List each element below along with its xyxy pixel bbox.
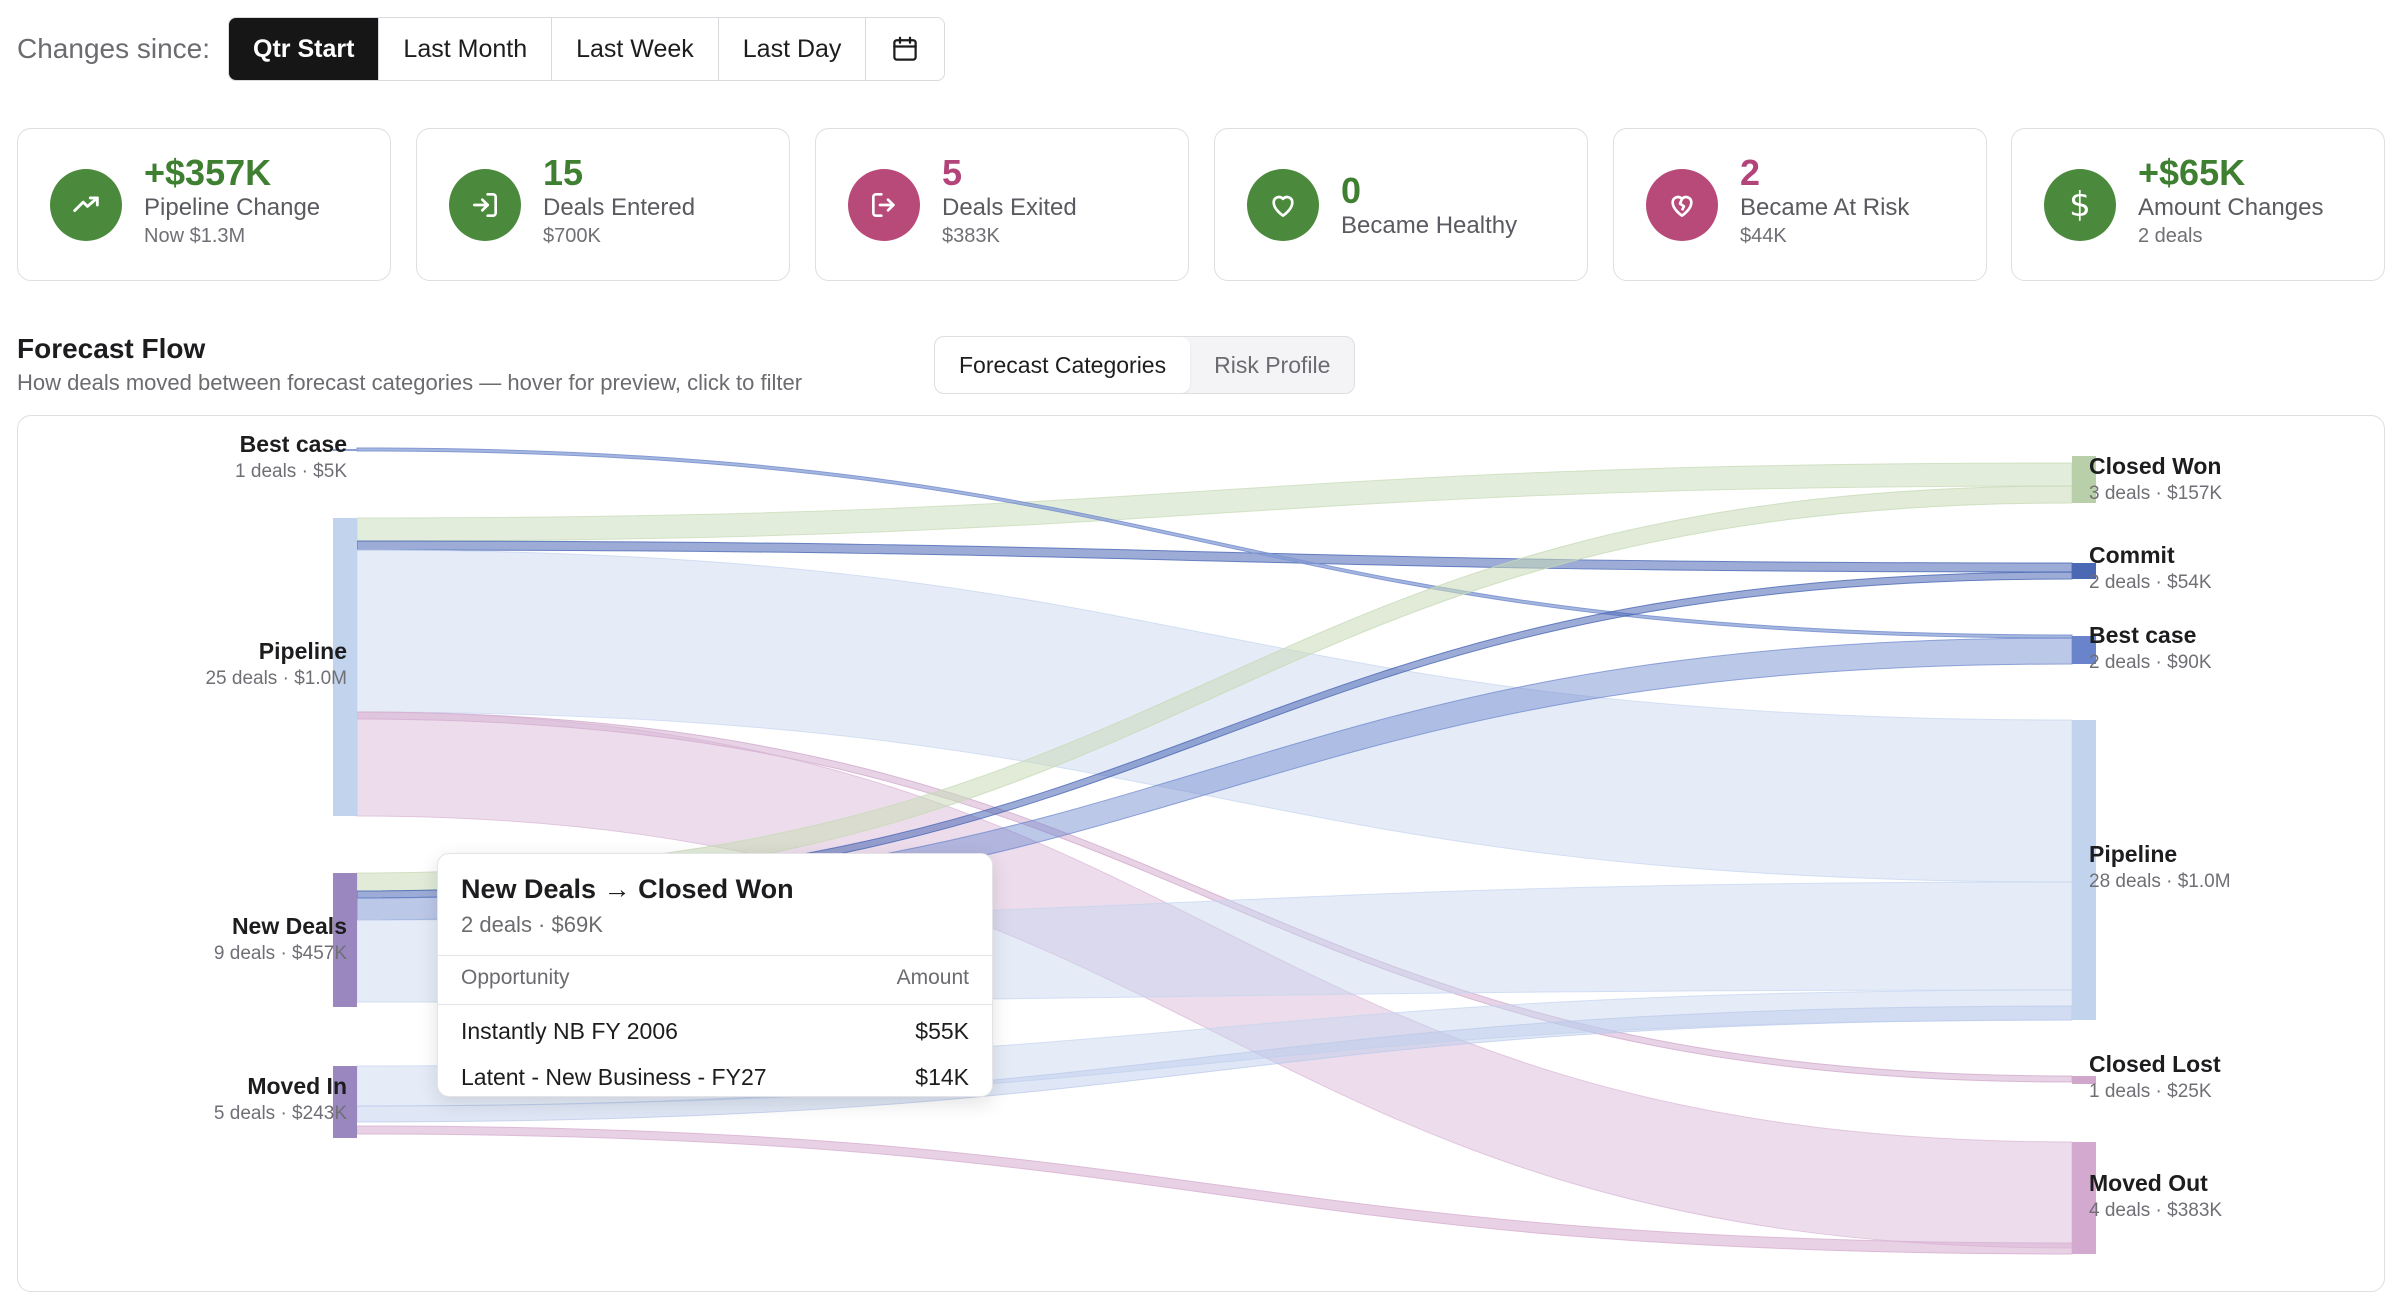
range-selector: Changes since: Qtr Start Last Month Last… (17, 17, 946, 81)
source-label-pipeline: Pipeline 25 deals · $1.0M (205, 638, 347, 689)
source-node-pipeline[interactable] (333, 518, 357, 816)
tooltip-row[interactable]: Latent - New Business - FY27 $14K (461, 1064, 969, 1098)
card-label: Became At Risk (1740, 194, 1910, 221)
target-node-commit[interactable] (2072, 563, 2096, 579)
dollar-icon: $ (2044, 169, 2116, 241)
forecast-flow-title: Forecast Flow (17, 333, 206, 364)
card-sub: $383K (942, 225, 1000, 247)
target-node-closed-won[interactable] (2072, 456, 2096, 503)
card-sub: 2 deals (2138, 225, 2203, 247)
sankey-chart (333, 447, 2096, 1255)
range-label: Changes since: (17, 33, 211, 64)
card-label: Deals Entered (543, 194, 696, 221)
target-node-pipeline[interactable] (2072, 720, 2096, 1020)
range-option-last-week[interactable]: Last Week (552, 18, 719, 80)
flow-tooltip: New Deals → Closed Won 2 deals · $69K Op… (437, 853, 993, 1097)
card-became-at-risk[interactable]: 2 Became At Risk $44K (1613, 128, 1987, 281)
heart-icon (1247, 169, 1319, 241)
tooltip-title: New Deals → Closed Won (461, 874, 794, 904)
sankey-panel: Best case 1 deals · $5K Pipeline 25 deal… (17, 415, 2385, 1292)
target-label-best-case: Best case 2 deals · $90K (2089, 622, 2212, 673)
target-node-best-case[interactable] (2072, 636, 2096, 664)
source-node-new-deals[interactable] (333, 873, 357, 1007)
source-label-best-case: Best case 1 deals · $5K (235, 431, 347, 482)
target-label-commit: Commit 2 deals · $54K (2089, 542, 2212, 593)
range-option-last-day[interactable]: Last Day (718, 18, 867, 80)
calendar-icon (893, 36, 918, 61)
target-label-closed-won: Closed Won 3 deals · $157K (2089, 453, 2223, 504)
card-value: +$357K (144, 152, 272, 193)
range-segmented-control: Qtr Start Last Month Last Week Last Day (228, 17, 946, 81)
range-option-qtr-start[interactable]: Qtr Start (229, 18, 380, 80)
tooltip-row-name: Latent - New Business - FY27 (461, 1064, 767, 1090)
source-node-moved-in[interactable] (333, 1066, 357, 1138)
flow-pipeline-pipeline[interactable] (356, 549, 2073, 883)
tooltip-col-amount: Amount (896, 966, 969, 989)
card-label: Pipeline Change (144, 194, 321, 221)
source-label-new-deals: New Deals 9 deals · $457K (213, 913, 347, 964)
card-pipeline-change[interactable]: +$357K Pipeline Change Now $1.3M (17, 128, 391, 281)
tooltip-subtitle: 2 deals · $69K (461, 912, 603, 937)
enter-icon (449, 169, 521, 241)
heart-broken-icon (1646, 169, 1718, 241)
tab-risk-profile[interactable]: Risk Profile (1214, 351, 1331, 378)
tooltip-row-amount: $14K (915, 1064, 969, 1090)
range-option-last-month[interactable]: Last Month (379, 18, 553, 80)
card-sub: $44K (1740, 225, 1787, 247)
card-deals-entered[interactable]: 15 Deals Entered $700K (416, 128, 790, 281)
trending-up-icon (50, 169, 122, 241)
tab-forecast-categories[interactable]: Forecast Categories (935, 337, 1191, 393)
card-sub: $700K (543, 225, 601, 247)
forecast-flow-description: How deals moved between forecast categor… (17, 370, 803, 395)
card-value: 5 (942, 152, 963, 193)
target-node-closed-lost[interactable] (2072, 1076, 2096, 1084)
card-label: Deals Exited (942, 194, 1077, 221)
card-value: 2 (1740, 152, 1761, 193)
target-node-moved-out[interactable] (2072, 1142, 2096, 1254)
target-label-closed-lost: Closed Lost 1 deals · $25K (2089, 1051, 2221, 1102)
card-sub: Now $1.3M (144, 225, 246, 247)
card-became-healthy[interactable]: 0 Became Healthy (1214, 128, 1588, 281)
summary-cards: +$357K Pipeline Change Now $1.3M 15 Deal… (17, 128, 2385, 283)
card-value: 15 (543, 152, 584, 193)
card-deals-exited[interactable]: 5 Deals Exited $383K (815, 128, 1189, 281)
source-label-moved-in: Moved In 5 deals · $243K (213, 1073, 347, 1124)
card-label: Became Healthy (1341, 212, 1518, 239)
card-value: +$65K (2138, 152, 2246, 193)
calendar-button[interactable] (866, 18, 945, 80)
card-label: Amount Changes (2138, 194, 2324, 221)
target-label-pipeline: Pipeline 28 deals · $1.0M (2089, 841, 2231, 892)
card-value: 0 (1341, 170, 1362, 211)
tooltip-row-amount: $55K (915, 1018, 969, 1044)
tooltip-divider (438, 1004, 992, 1005)
tooltip-row[interactable]: Instantly NB FY 2006 $55K (461, 1018, 969, 1052)
tooltip-col-opportunity: Opportunity (461, 966, 570, 989)
tooltip-divider (438, 955, 992, 956)
card-amount-changes[interactable]: $ +$65K Amount Changes 2 deals (2011, 128, 2385, 281)
tooltip-row-name: Instantly NB FY 2006 (461, 1018, 678, 1044)
exit-icon (848, 169, 920, 241)
target-label-moved-out: Moved Out 4 deals · $383K (2089, 1170, 2223, 1221)
forecast-view-toggle: Forecast Categories Risk Profile (934, 336, 1356, 394)
